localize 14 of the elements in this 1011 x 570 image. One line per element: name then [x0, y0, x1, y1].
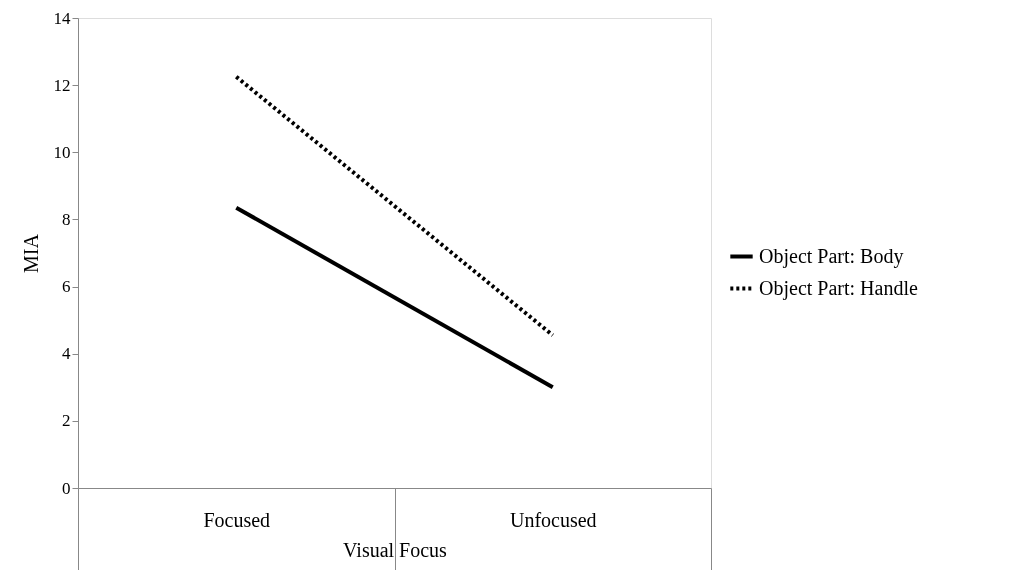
y-tick-label: 4 — [62, 344, 71, 364]
y-tick-label: 14 — [53, 8, 71, 28]
legend-label: Object Part: Handle — [759, 276, 918, 300]
y-axis-title: MIA — [19, 233, 42, 273]
y-tick-label: 6 — [62, 277, 71, 297]
y-tick-label: 2 — [62, 411, 71, 431]
y-tick-label: 0 — [62, 478, 71, 498]
y-tick-label: 8 — [62, 209, 71, 229]
x-tick-label: Unfocused — [509, 508, 597, 531]
y-tick-label: 12 — [53, 75, 71, 95]
legend-label: Object Part: Body — [759, 244, 904, 268]
x-axis-title: Visual Focus — [343, 538, 448, 561]
y-tick-label: 10 — [53, 142, 71, 162]
x-tick-label: Focused — [203, 508, 271, 531]
